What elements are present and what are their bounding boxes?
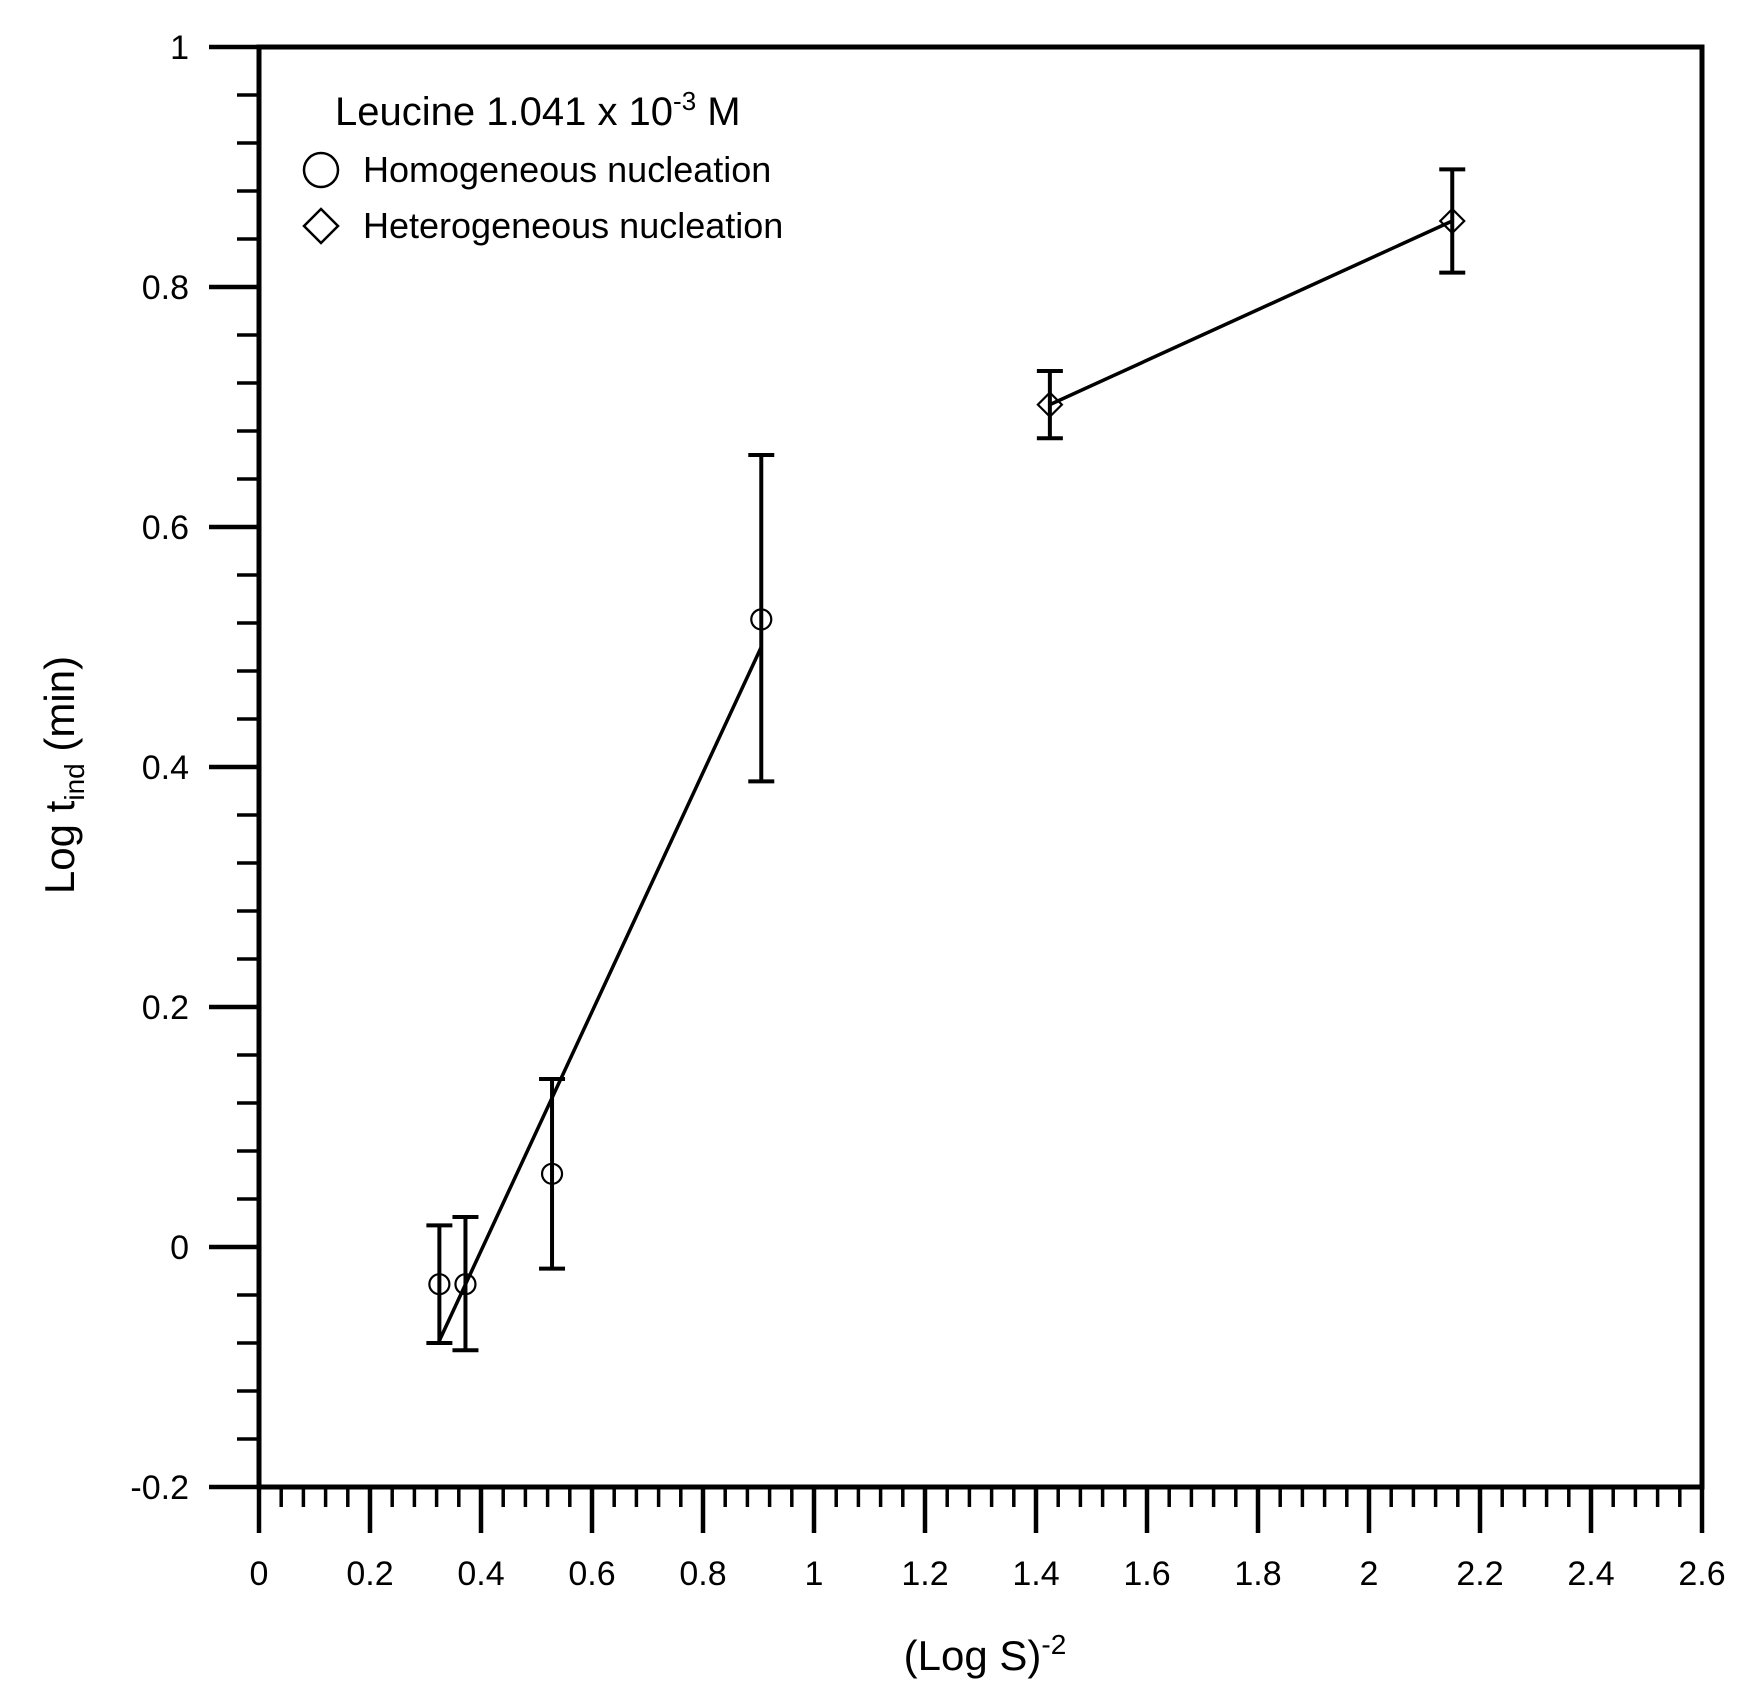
homogeneous-point [428,1273,451,1296]
homogeneous-fit-line [437,646,763,1342]
legend-label-heterogeneous: Heterogeneous nucleation [363,205,783,246]
x-axis-title: (Log S)-2 [904,1629,1067,1679]
heterogeneous-point [1438,207,1466,235]
legend-label-homogeneous: Homogeneous nucleation [363,149,771,190]
y-tick-label: -0.2 [130,1469,189,1507]
x-tick-label: 1.4 [1012,1555,1059,1593]
x-tick-label: 2.6 [1678,1555,1725,1593]
x-tick-label: 1.8 [1234,1555,1281,1593]
heterogeneous-fit-line [1049,219,1453,407]
y-axis-title-subscript: ind [59,763,90,800]
x-tick-label: 2.4 [1567,1555,1614,1593]
x-tick-label: 1.6 [1123,1555,1170,1593]
y-tick-label: 0.8 [142,269,189,307]
x-tick-label: 0 [250,1555,269,1593]
homogeneous-point [750,608,773,631]
y-tick-label: 0 [170,1229,189,1267]
y-axis-ticks: -0.2 0 0.2 0.4 0.6 0.8 1 [130,29,259,1507]
error-bars [426,167,1466,1353]
homogeneous-point [454,1273,477,1296]
legend-title-superscript: -3 [673,86,696,116]
x-tick-label: 1.2 [901,1555,948,1593]
x-tick-label: 1 [805,1555,824,1593]
fit-lines [437,219,1453,1342]
x-axis-title-superscript: -2 [1041,1629,1066,1660]
x-axis-ticks: 0 0.2 0.4 0.6 0.8 1 1.2 1.4 1.6 1.8 2 2.2 2.4 2.6 [250,1487,1726,1593]
y-axis-title: Log tind (min) [36,656,90,894]
legend: Leucine 1.041 x 10-3 M Homogeneous nucle… [302,86,783,246]
y-tick-label: 0.6 [142,509,189,547]
y-axis-title-suffix: (min) [36,656,83,763]
legend-diamond-marker [302,207,340,245]
y-tick-label: 0.2 [142,989,189,1027]
x-axis-title-main: (Log S) [904,1632,1042,1679]
y-tick-label: 1 [170,29,189,67]
heterogeneous-point [1036,391,1064,419]
x-tick-label: 0.4 [457,1555,504,1593]
y-axis-title-main: Log t [36,800,83,894]
data-markers [428,207,1466,1296]
legend-title-main: Leucine 1.041 x 10 [335,90,673,134]
x-tick-label: 0.2 [346,1555,393,1593]
homogeneous-point [540,1162,564,1185]
y-tick-label: 0.4 [142,749,189,787]
x-tick-label: 0.8 [679,1555,726,1593]
legend-title: Leucine 1.041 x 10-3 M [335,86,741,134]
legend-title-suffix: M [696,90,740,134]
legend-circle-marker [302,151,340,189]
x-tick-label: 0.6 [568,1555,615,1593]
x-tick-label: 2 [1360,1555,1379,1593]
x-tick-label: 2.2 [1456,1555,1503,1593]
